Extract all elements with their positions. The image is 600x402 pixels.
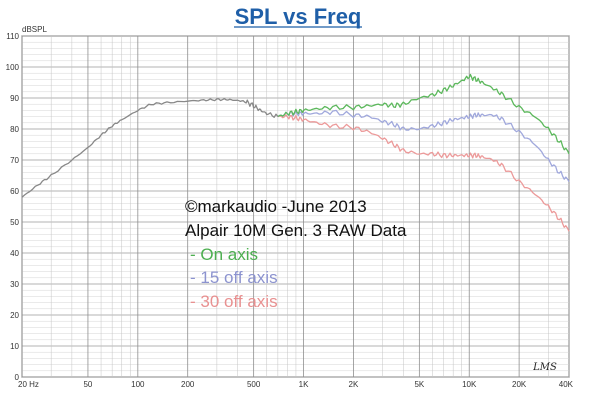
x-tick-label: 40K: [559, 380, 574, 389]
series-layer: [21, 73, 570, 232]
chart-annotation: - 15 off axis: [190, 268, 278, 287]
y-tick-label: 70: [10, 156, 19, 165]
x-tick-label: 50: [83, 380, 92, 389]
y-tick-label: 50: [10, 218, 19, 227]
annotation-layer: ©markaudio -June 2013 Alpair 10M Gen. 3 R…: [185, 197, 407, 311]
x-tick-label: 2K: [349, 380, 359, 389]
chart-title: SPL vs Freq: [235, 4, 362, 29]
series-line-on-axis: [277, 73, 570, 155]
chart-annotation: - On axis: [190, 245, 258, 264]
series-line-common: [21, 98, 279, 198]
y-tick-label: 30: [10, 280, 19, 289]
x-tick-label: 20K: [512, 380, 527, 389]
y-axis-unit-label: dBSPL: [22, 25, 47, 34]
y-tick-label: 40: [10, 249, 19, 258]
chart-annotation: - 30 off axis: [190, 292, 278, 311]
y-tick-label: 110: [6, 32, 19, 41]
tick-layer: 0 10 20 30 40 50 60 70 80 90 100 110 20 Hz 50 100 200 50…: [6, 32, 574, 389]
series-line-30-off-axis: [277, 114, 570, 232]
lms-logo: LMS: [532, 362, 557, 373]
grid-layer: [21, 35, 570, 378]
y-tick-label: 10: [10, 342, 19, 351]
y-tick-label: 60: [10, 187, 19, 196]
x-tick-label: 20 Hz: [18, 380, 39, 389]
x-tick-label: 1K: [299, 380, 309, 389]
x-tick-label: 100: [131, 380, 145, 389]
x-tick-label: 10K: [462, 380, 477, 389]
x-tick-label: 200: [181, 380, 195, 389]
chart-annotation: ©markaudio -June 2013: [185, 197, 367, 216]
series-line-15-off-axis: [277, 109, 570, 183]
y-tick-label: 0: [15, 373, 20, 382]
y-tick-label: 90: [10, 94, 19, 103]
y-tick-label: 20: [10, 311, 19, 320]
y-tick-label: 80: [10, 125, 19, 134]
chart-annotation: Alpair 10M Gen. 3 RAW Data: [185, 221, 407, 240]
x-tick-label: 5K: [414, 380, 424, 389]
x-tick-label: 500: [247, 380, 261, 389]
y-tick-label: 100: [6, 63, 20, 72]
